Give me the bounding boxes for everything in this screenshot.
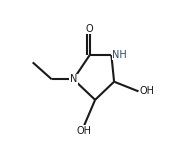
Text: NH: NH (112, 49, 127, 60)
Text: OH: OH (140, 86, 155, 96)
Text: N: N (70, 74, 77, 84)
Text: OH: OH (77, 126, 92, 136)
Text: O: O (86, 24, 93, 33)
